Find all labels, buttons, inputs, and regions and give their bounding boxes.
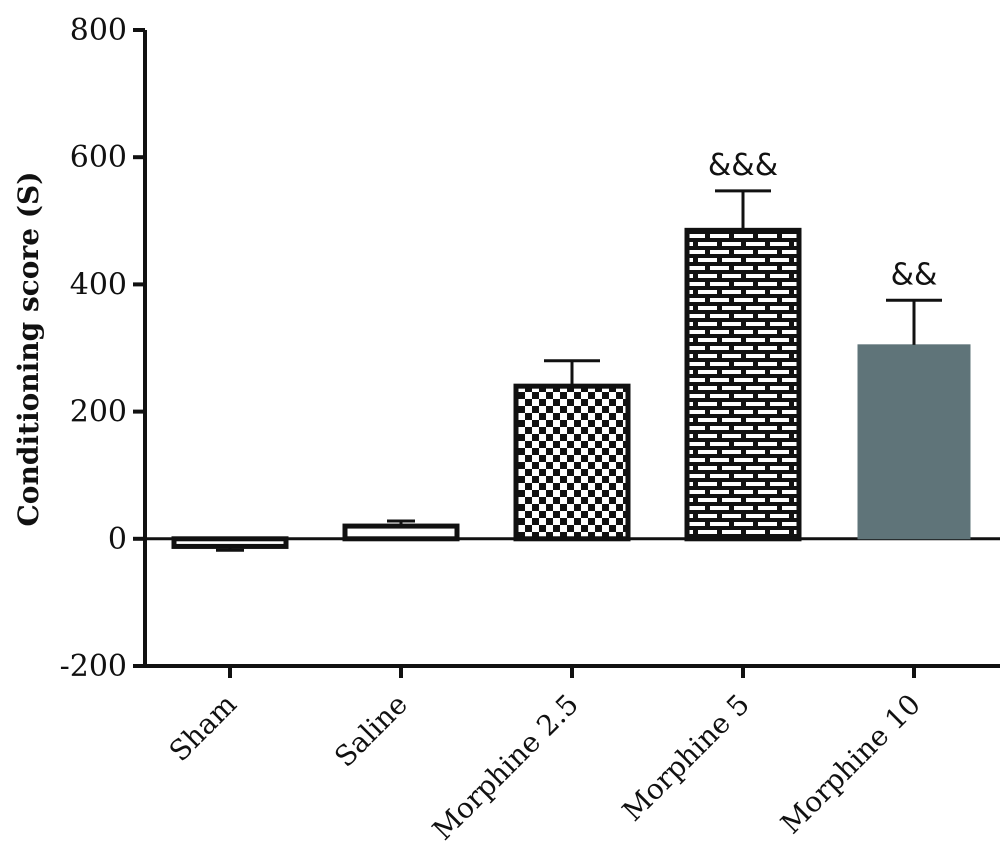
x-tick-label: Morphine 5 bbox=[616, 688, 756, 828]
x-tick-label: Saline bbox=[328, 688, 414, 774]
labels: -200 0 200 400 600 800 Sham Saline Morphine 2.5 &… bbox=[60, 13, 938, 847]
y-tick-label: 600 bbox=[70, 140, 127, 175]
y-tick-label: -200 bbox=[60, 649, 127, 684]
bar-morphine-2-5 bbox=[513, 383, 631, 542]
significance-annotation: &&& bbox=[708, 148, 778, 183]
significance-annotation: && bbox=[891, 257, 938, 292]
x-tick-label: Morphine 10 bbox=[774, 688, 927, 841]
bar-morphine-5 bbox=[684, 227, 802, 542]
bar-morphine-10 bbox=[857, 344, 971, 540]
bar-saline bbox=[342, 523, 460, 542]
x-tick-label: Sham bbox=[163, 688, 243, 768]
y-tick-label: 800 bbox=[70, 13, 127, 48]
x-tick-label: Morphine 2.5 bbox=[426, 688, 585, 847]
bars bbox=[171, 189, 971, 552]
bar-sham bbox=[171, 536, 289, 549]
y-tick-label: 200 bbox=[70, 395, 127, 430]
y-tick-label: 0 bbox=[108, 522, 127, 557]
y-axis-title: Conditioning score (S) bbox=[12, 172, 45, 527]
y-tick-label: 400 bbox=[70, 267, 127, 302]
